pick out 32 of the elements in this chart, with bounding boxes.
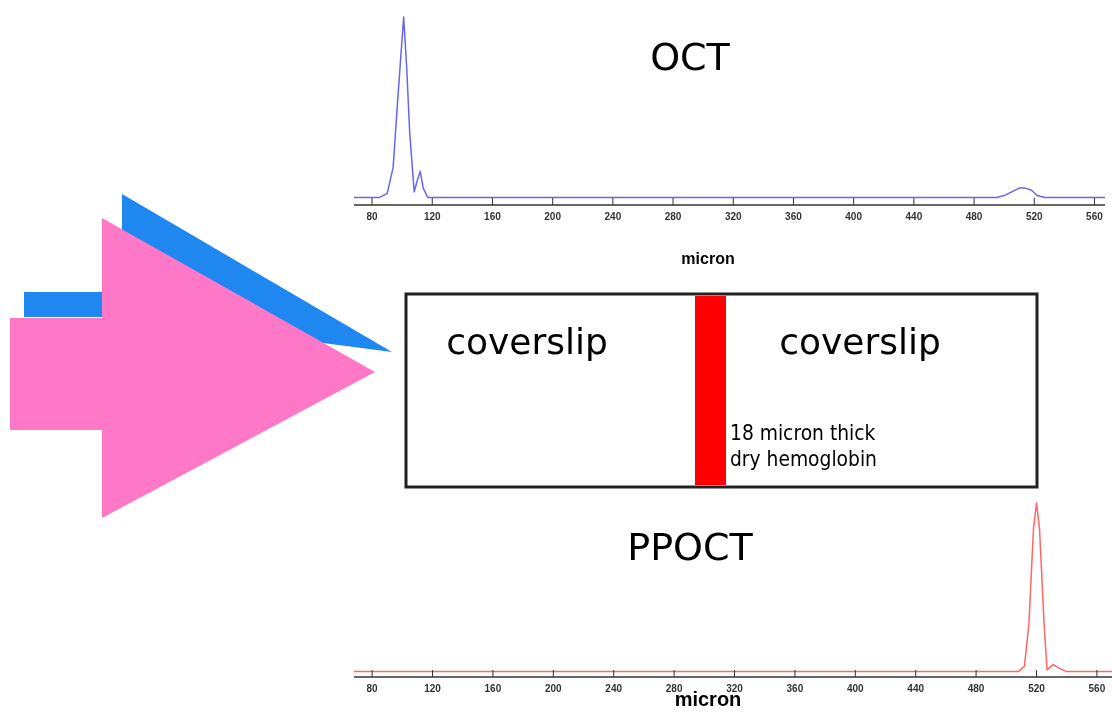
x-tick-label: 400 [846,683,865,694]
x-tick-label: 120 [423,211,442,222]
x-tick-label: 200 [544,683,563,694]
x-tick-label: 520 [1028,683,1046,694]
x-tick-label: 200 [544,211,562,222]
x-tick-label: 400 [845,211,863,222]
text: 18 micron thick dry hemoglobin [730,419,877,472]
text: coverslip [779,321,941,362]
x-tick-label: 240 [605,683,623,694]
x-tick-label: 160 [484,211,502,222]
x-tick-label: 360 [786,683,804,694]
x-axis-title: micron [681,250,735,267]
x-tick-label: 560 [1086,211,1104,222]
x-tick-label: 80 [366,683,379,694]
x-tick-label: 320 [724,211,743,222]
x-tick-label: 120 [424,683,442,694]
x-tick-label: 360 [785,211,803,222]
x-tick-label: 560 [1088,683,1106,694]
text: PPOCT [627,525,754,569]
x-tick-label: 480 [965,211,983,222]
x-tick-label: 280 [664,211,682,222]
x-tick-label: 160 [484,683,502,694]
text: coverslip [446,321,608,362]
x-tick-label: 80 [366,211,379,222]
x-tick-label: 280 [665,683,683,694]
text: OCT [650,35,731,79]
x-tick-label: 480 [967,683,985,694]
x-tick-label: 440 [905,211,923,222]
x-tick-label: 240 [604,211,622,222]
x-tick-label: 520 [1025,211,1044,222]
x-tick-label: 320 [726,683,744,694]
x-tick-label: 440 [907,683,925,694]
